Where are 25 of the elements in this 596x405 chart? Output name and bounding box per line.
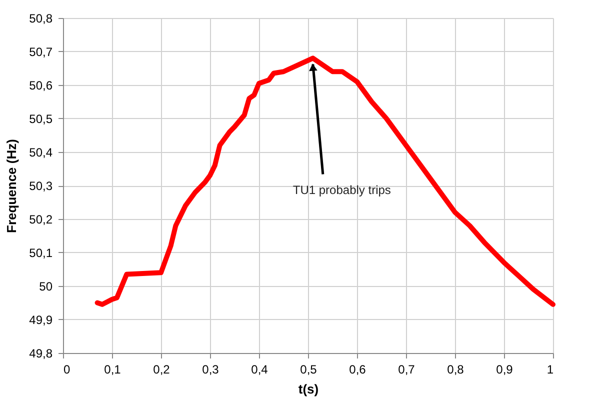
annotation: TU1 probably trips	[292, 183, 391, 198]
x-tick-label: 0,3	[202, 362, 220, 376]
x-tick-label: 0,1	[104, 362, 122, 376]
y-tick-label: 50,5	[29, 112, 53, 126]
y-tick-label: 50,3	[29, 179, 53, 193]
x-tick-label: 0,7	[398, 362, 416, 376]
x-axis-title: t(s)	[298, 382, 319, 396]
y-tick-label: 50,4	[29, 146, 53, 160]
y-tick-label: 49,8	[29, 346, 53, 360]
x-tick-label: 0,6	[349, 362, 366, 376]
y-tick-label: 50	[39, 280, 53, 294]
x-tick-label: 0,9	[496, 362, 514, 376]
x-tick-label: 0,4	[251, 362, 268, 376]
y-tick-label: 50,6	[29, 78, 53, 92]
y-tick-label: 50,7	[29, 45, 53, 59]
x-tick-label: 0,5	[300, 362, 318, 376]
x-tick-label: 1	[546, 362, 554, 376]
y-tick-label: 50,8	[29, 12, 53, 26]
x-tick-label: 0,2	[153, 362, 170, 376]
y-tick-label: 49,9	[29, 313, 53, 327]
y-tick-label: 50,2	[29, 212, 53, 226]
x-tick-label: 0	[64, 362, 70, 376]
y-axis-title: Frequence (Hz)	[4, 139, 20, 233]
x-tick-label: 0,8	[447, 362, 464, 376]
y-tick-label: 50,1	[29, 246, 53, 260]
